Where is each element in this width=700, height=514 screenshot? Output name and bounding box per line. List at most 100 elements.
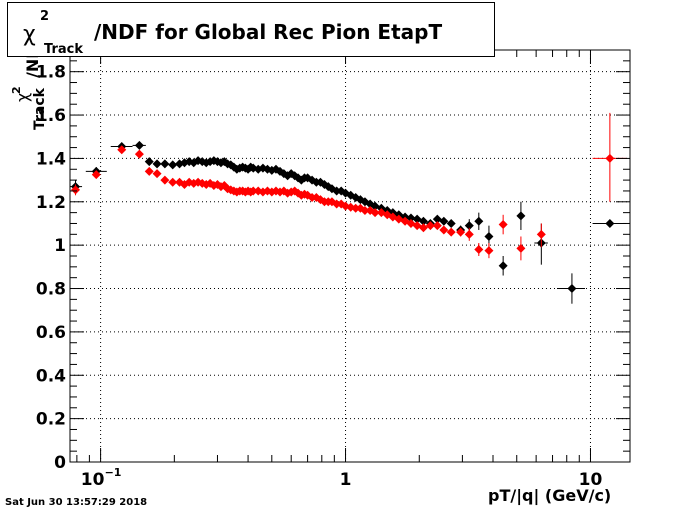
marker — [498, 261, 508, 271]
y-tick-label: 0 — [54, 453, 66, 473]
data-point — [71, 184, 81, 196]
grid — [70, 50, 630, 463]
marker — [144, 166, 154, 176]
data-point — [160, 175, 170, 185]
data-point — [446, 227, 456, 237]
marker — [134, 149, 144, 159]
data-point — [332, 199, 342, 209]
data-point — [516, 201, 526, 230]
marker — [360, 205, 370, 215]
marker — [605, 153, 615, 163]
plot-frame — [69, 49, 631, 463]
marker — [474, 244, 484, 254]
title-chi-sup: 2 — [40, 9, 50, 24]
x-tick-label: 1 — [340, 470, 352, 490]
marker — [439, 216, 449, 226]
marker — [248, 186, 258, 196]
data-point — [160, 159, 170, 169]
marker — [71, 185, 81, 195]
data-point — [332, 186, 342, 196]
y-tick-label: 1.8 — [36, 63, 66, 83]
data-point — [418, 223, 428, 233]
data-point — [370, 208, 380, 218]
marker — [160, 159, 170, 169]
data-point — [91, 170, 101, 180]
data-point — [351, 203, 361, 213]
marker — [160, 175, 170, 185]
marker — [446, 218, 456, 228]
marker — [484, 231, 494, 241]
x-tick-label: 10 — [579, 470, 603, 490]
marker — [446, 227, 456, 237]
series-1 — [71, 112, 627, 261]
marker — [152, 169, 162, 179]
y-tick-label: 1 — [54, 236, 66, 256]
data-point — [498, 214, 508, 235]
x-tick-label: 10 — [81, 470, 105, 490]
marker — [406, 213, 416, 223]
data-point — [439, 216, 449, 226]
data-point — [592, 218, 627, 228]
data-point — [132, 140, 146, 150]
marker — [168, 177, 178, 187]
marker — [474, 216, 484, 226]
y-axis-title-sub: Track — [32, 87, 48, 130]
y-tick-label: 0.4 — [36, 366, 66, 386]
marker — [152, 159, 162, 169]
y-tick-label: 0.2 — [36, 410, 66, 430]
data-point — [474, 212, 484, 230]
data-point — [117, 145, 127, 155]
marker — [144, 157, 154, 167]
marker — [536, 229, 546, 239]
data-point — [516, 236, 526, 261]
marker — [418, 216, 428, 226]
marker — [605, 218, 615, 228]
y-axis-title-symbol: χ — [13, 93, 32, 102]
y-tick-label: 0.8 — [36, 280, 66, 300]
marker — [370, 208, 380, 218]
data-point — [152, 169, 162, 179]
marker — [248, 163, 258, 173]
marker — [439, 225, 449, 235]
title-chi-sub: Track — [44, 42, 83, 57]
x-tick-label-exponent: −1 — [105, 466, 122, 479]
series-0 — [70, 140, 627, 304]
data-point — [536, 223, 546, 248]
marker — [516, 243, 526, 253]
x-axis-title: pT/|q| (GeV/c) — [488, 486, 612, 505]
page-title: /NDF for Global Rec Pion EtapT — [94, 20, 443, 44]
timestamp: Sat Jun 30 13:57:29 2018 — [5, 497, 148, 508]
tick-labels: 00.20.40.60.811.21.41.61.810 −1 1 10 — [36, 63, 603, 490]
ticks — [70, 49, 630, 463]
data-point — [474, 242, 484, 256]
marker — [432, 221, 442, 231]
data-point — [425, 221, 435, 231]
data-point — [498, 256, 508, 276]
marker — [464, 229, 474, 239]
data-point — [556, 273, 586, 304]
marker — [332, 186, 342, 196]
data-layer — [70, 112, 627, 304]
y-axis-title-sup: 2 — [10, 86, 23, 94]
marker — [134, 140, 144, 150]
marker — [498, 220, 508, 230]
data-point — [134, 149, 144, 159]
data-point — [168, 160, 178, 170]
data-point — [248, 186, 258, 196]
y-tick-label: 1.6 — [36, 106, 66, 126]
marker — [117, 145, 127, 155]
marker — [168, 160, 178, 170]
data-point — [248, 163, 258, 173]
data-point — [152, 159, 162, 169]
marker — [516, 211, 526, 221]
marker — [567, 284, 577, 294]
marker — [332, 199, 342, 209]
marker — [418, 223, 428, 233]
data-point — [446, 218, 456, 228]
title-chi-symbol: χ — [23, 22, 36, 47]
data-point — [456, 227, 466, 237]
data-point — [464, 227, 474, 241]
y-tick-label: 0.6 — [36, 323, 66, 343]
data-point — [360, 205, 370, 215]
